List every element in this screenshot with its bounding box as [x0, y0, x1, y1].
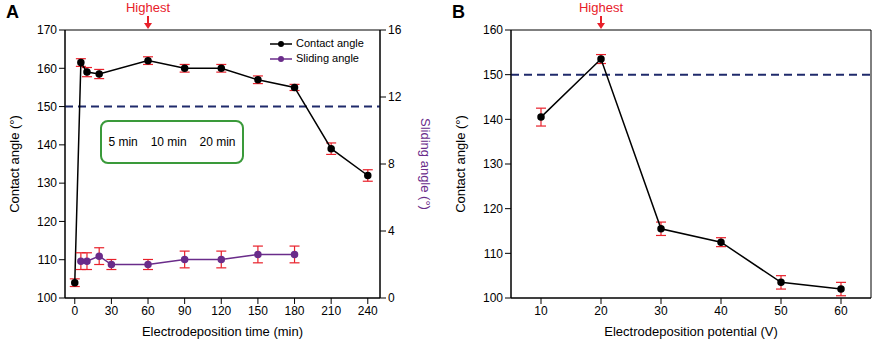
- svg-text:160: 160: [483, 23, 503, 37]
- svg-text:60: 60: [834, 304, 848, 318]
- svg-text:130: 130: [483, 157, 503, 171]
- svg-text:110: 110: [484, 247, 503, 261]
- svg-text:170: 170: [37, 23, 57, 37]
- svg-text:Electrodeposition time (min): Electrodeposition time (min): [142, 324, 303, 339]
- svg-text:8: 8: [388, 157, 395, 171]
- svg-text:140: 140: [37, 138, 57, 152]
- svg-text:120: 120: [483, 202, 503, 216]
- svg-text:60: 60: [141, 304, 155, 318]
- svg-text:0: 0: [71, 304, 78, 318]
- svg-text:210: 210: [321, 304, 341, 318]
- svg-text:150: 150: [248, 304, 268, 318]
- html-text:Sliding angle: Sliding angle: [296, 52, 359, 64]
- svg-text:40: 40: [714, 304, 728, 318]
- svg-text:Highest: Highest: [126, 0, 170, 15]
- html-text:Contact angle: Contact angle: [296, 37, 364, 49]
- svg-text:Electrodeposition potential (V: Electrodeposition potential (V): [604, 324, 777, 339]
- svg-text:150: 150: [483, 68, 503, 82]
- svg-text:30: 30: [105, 304, 119, 318]
- svg-text:120: 120: [37, 215, 57, 229]
- svg-text:Contact angle (°): Contact angle (°): [453, 115, 468, 213]
- html-text:20 min: 20 min: [199, 135, 236, 149]
- svg-text:12: 12: [388, 90, 402, 104]
- svg-text:120: 120: [211, 304, 231, 318]
- svg-text:180: 180: [285, 304, 305, 318]
- html-text:10 min: 10 min: [150, 135, 187, 149]
- svg-text:Contact angle (°): Contact angle (°): [7, 115, 22, 213]
- svg-text:240: 240: [358, 304, 378, 318]
- svg-text:Sliding angle (°): Sliding angle (°): [418, 118, 433, 210]
- svg-text:130: 130: [37, 176, 57, 190]
- svg-text:0: 0: [388, 291, 395, 305]
- svg-text:20: 20: [594, 304, 608, 318]
- svg-text:30: 30: [654, 304, 668, 318]
- html-text:A: A: [6, 2, 19, 22]
- svg-text:160: 160: [37, 62, 57, 76]
- svg-text:90: 90: [178, 304, 192, 318]
- svg-text:50: 50: [774, 304, 788, 318]
- html-text:5 min: 5 min: [108, 135, 138, 149]
- svg-text:Highest: Highest: [579, 0, 623, 15]
- svg-text:16: 16: [388, 23, 402, 37]
- svg-text:100: 100: [483, 291, 503, 305]
- html-text:B: B: [452, 2, 465, 22]
- svg-text:100: 100: [37, 291, 57, 305]
- svg-text:110: 110: [38, 253, 57, 267]
- svg-text:10: 10: [534, 304, 548, 318]
- svg-text:4: 4: [388, 224, 395, 238]
- svg-text:150: 150: [37, 100, 57, 114]
- svg-text:140: 140: [483, 113, 503, 127]
